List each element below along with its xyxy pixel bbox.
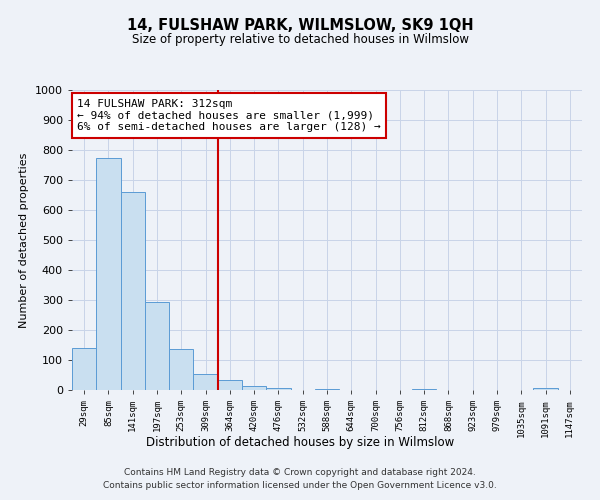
Bar <box>121 192 145 390</box>
Bar <box>242 386 266 390</box>
Bar <box>169 348 193 390</box>
Bar <box>193 374 218 390</box>
Text: 14, FULSHAW PARK, WILMSLOW, SK9 1QH: 14, FULSHAW PARK, WILMSLOW, SK9 1QH <box>127 18 473 32</box>
Bar <box>412 389 436 390</box>
Text: Distribution of detached houses by size in Wilmslow: Distribution of detached houses by size … <box>146 436 454 449</box>
Bar <box>145 302 169 390</box>
Text: Size of property relative to detached houses in Wilmslow: Size of property relative to detached ho… <box>131 32 469 46</box>
Text: 14 FULSHAW PARK: 312sqm
← 94% of detached houses are smaller (1,999)
6% of semi-: 14 FULSHAW PARK: 312sqm ← 94% of detache… <box>77 99 381 132</box>
Text: Contains public sector information licensed under the Open Government Licence v3: Contains public sector information licen… <box>103 480 497 490</box>
Y-axis label: Number of detached properties: Number of detached properties <box>19 152 29 328</box>
Bar <box>218 380 242 390</box>
Text: Contains HM Land Registry data © Crown copyright and database right 2024.: Contains HM Land Registry data © Crown c… <box>124 468 476 477</box>
Bar <box>266 388 290 390</box>
Bar <box>96 158 121 390</box>
Bar <box>72 348 96 390</box>
Bar <box>315 388 339 390</box>
Bar <box>533 388 558 390</box>
